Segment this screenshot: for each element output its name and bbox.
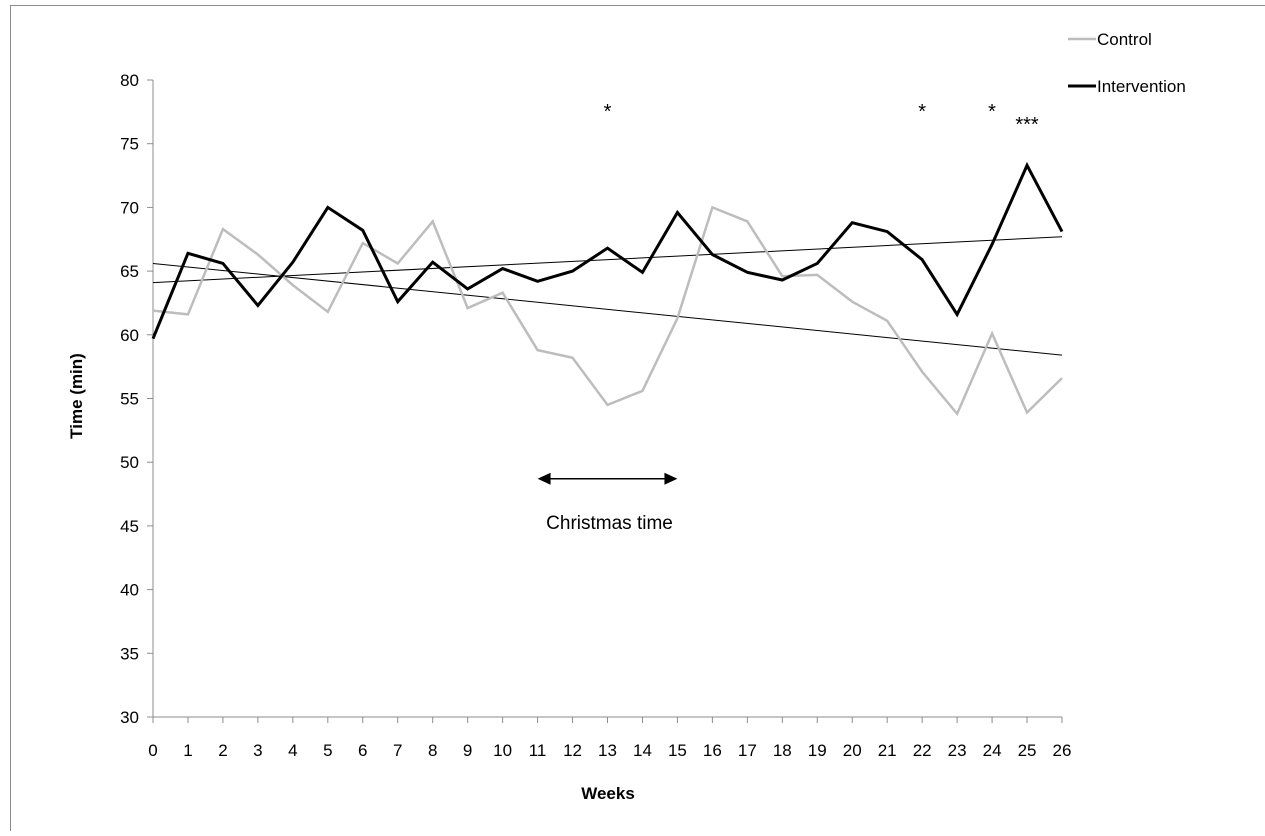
legend: Control Intervention: [1068, 30, 1186, 96]
christmas-time-label: Christmas time: [546, 513, 673, 534]
x-tick-label: 5: [323, 741, 332, 760]
x-tick-label: 22: [913, 741, 932, 760]
x-tick-label: 0: [148, 741, 157, 760]
x-tick-label: 9: [463, 741, 472, 760]
x-tick-label: 16: [703, 741, 722, 760]
x-tick-label: 1: [183, 741, 192, 760]
legend-label-control: Control: [1097, 30, 1152, 49]
x-tick-label: 7: [393, 741, 402, 760]
x-tick-label: 18: [773, 741, 792, 760]
x-tick-label: 21: [878, 741, 897, 760]
significance-marker: *: [988, 101, 996, 123]
y-tick-label: 60: [120, 326, 139, 345]
y-tick-label: 40: [120, 581, 139, 600]
chart-border: [11, 6, 1265, 832]
x-tick-label: 11: [529, 741, 547, 760]
x-tick-label: 3: [253, 741, 262, 760]
arrow-left-icon: [538, 473, 551, 485]
trend-line-intervention: [153, 237, 1062, 283]
annotations: ******Christmas time: [538, 101, 1039, 534]
trend-lines: [153, 237, 1062, 355]
x-tick-label: 17: [738, 741, 757, 760]
x-tick-label: 15: [668, 741, 687, 760]
y-axis-title: Time (min): [67, 353, 86, 439]
x-axis-title: Weeks: [581, 784, 635, 803]
y-tick-label: 55: [120, 390, 139, 409]
x-tick-label: 2: [218, 741, 227, 760]
x-tick-label: 10: [493, 741, 512, 760]
x-tick-label: 20: [843, 741, 862, 760]
x-tick-label: 12: [563, 741, 582, 760]
x-tick-label: 4: [288, 741, 297, 760]
x-tick-label: 26: [1053, 741, 1072, 760]
y-tick-label: 80: [120, 71, 139, 90]
x-tick-label: 19: [808, 741, 827, 760]
y-tick-label: 70: [120, 198, 139, 217]
significance-marker: ***: [1015, 114, 1039, 136]
x-tick-label: 25: [1018, 741, 1037, 760]
x-tick-label: 8: [428, 741, 437, 760]
x-tick-label: 13: [598, 741, 617, 760]
series-line-control: [153, 207, 1062, 413]
x-tick-label: 6: [358, 741, 367, 760]
x-tick-label: 24: [983, 741, 1002, 760]
y-tick-label: 75: [120, 135, 139, 154]
y-tick-label: 30: [120, 708, 139, 727]
y-tick-label: 35: [120, 644, 139, 663]
trend-line-control: [153, 263, 1062, 355]
arrow-right-icon: [664, 473, 677, 485]
y-tick-label: 65: [120, 262, 139, 281]
series-lines: [153, 165, 1062, 413]
y-tick-label: 45: [120, 517, 139, 536]
legend-label-intervention: Intervention: [1097, 77, 1186, 96]
significance-marker: *: [604, 101, 612, 123]
y-tick-label: 50: [120, 453, 139, 472]
series-line-intervention: [153, 165, 1062, 338]
x-tick-label: 23: [948, 741, 967, 760]
x-tick-label: 14: [633, 741, 652, 760]
significance-marker: *: [918, 101, 926, 123]
